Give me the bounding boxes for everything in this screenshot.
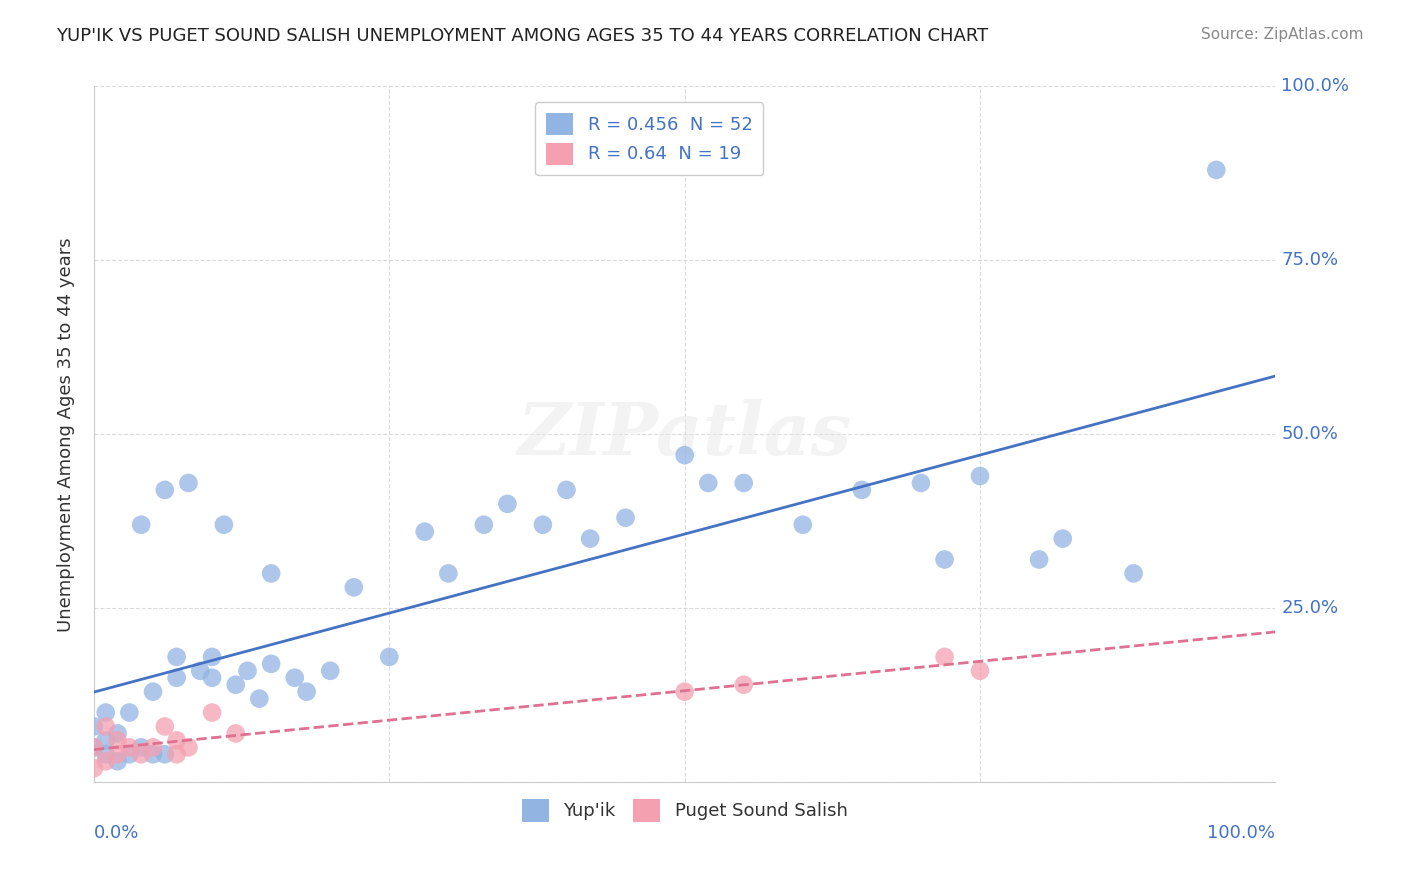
Point (969, 664, 991, 678)
Point (153, 719, 176, 733)
Point (1028, 552, 1050, 566)
Point (142, 747, 165, 762)
Point (319, 664, 342, 678)
Y-axis label: Unemployment Among Ages 35 to 44 years: Unemployment Among Ages 35 to 44 years (58, 237, 75, 632)
Text: Source: ZipAtlas.com: Source: ZipAtlas.com (1201, 27, 1364, 42)
Point (437, 566, 460, 581)
Point (236, 664, 259, 678)
Point (260, 566, 283, 581)
Point (673, 684, 696, 698)
Point (343, 580, 366, 594)
Point (225, 726, 247, 740)
Point (107, 726, 129, 740)
Point (83, 740, 105, 755)
Point (212, 517, 235, 532)
Point (129, 747, 152, 762)
Point (142, 684, 165, 698)
Text: 75.0%: 75.0% (1281, 252, 1339, 269)
Point (153, 483, 176, 497)
Point (284, 671, 307, 685)
Point (851, 483, 873, 497)
Point (177, 475, 200, 490)
Point (94, 747, 117, 762)
Point (260, 657, 283, 671)
Text: 25.0%: 25.0% (1281, 599, 1339, 617)
Point (614, 510, 637, 524)
Point (166, 747, 188, 762)
Point (153, 747, 176, 762)
Point (247, 691, 270, 706)
Point (934, 649, 956, 664)
Legend: Yup'ik, Puget Sound Salish: Yup'ik, Puget Sound Salish (515, 792, 855, 829)
Point (142, 740, 165, 755)
Point (201, 649, 224, 664)
Text: 0.0%: 0.0% (94, 824, 139, 842)
Point (1205, 162, 1227, 177)
Point (94, 706, 117, 720)
Point (673, 448, 696, 462)
Point (733, 475, 755, 490)
Point (83, 740, 105, 755)
Point (555, 483, 578, 497)
Text: 100.0%: 100.0% (1208, 824, 1275, 842)
Point (201, 706, 224, 720)
Point (1052, 532, 1074, 546)
Point (188, 664, 211, 678)
Point (107, 733, 129, 747)
Point (129, 517, 152, 532)
Point (118, 740, 141, 755)
Point (107, 747, 129, 762)
Point (94, 733, 117, 747)
Point (94, 754, 117, 768)
Point (83, 719, 105, 733)
Point (1122, 566, 1144, 581)
Point (118, 706, 141, 720)
Point (792, 517, 814, 532)
Point (201, 671, 224, 685)
Point (94, 719, 117, 733)
Point (934, 552, 956, 566)
Point (295, 684, 318, 698)
Point (697, 475, 720, 490)
Point (969, 469, 991, 483)
Text: 100.0%: 100.0% (1281, 78, 1350, 95)
Point (118, 747, 141, 762)
Point (107, 754, 129, 768)
Point (413, 524, 436, 539)
Point (177, 740, 200, 755)
Point (910, 475, 932, 490)
Point (472, 517, 495, 532)
Point (166, 733, 188, 747)
Point (129, 740, 152, 755)
Point (496, 497, 519, 511)
Point (166, 649, 188, 664)
Text: 50.0%: 50.0% (1281, 425, 1339, 443)
Point (531, 517, 554, 532)
Text: ZIPatlas: ZIPatlas (517, 399, 852, 470)
Point (166, 671, 188, 685)
Point (733, 678, 755, 692)
Point (83, 761, 105, 775)
Point (225, 678, 247, 692)
Point (579, 532, 602, 546)
Point (378, 649, 401, 664)
Text: YUP'IK VS PUGET SOUND SALISH UNEMPLOYMENT AMONG AGES 35 TO 44 YEARS CORRELATION : YUP'IK VS PUGET SOUND SALISH UNEMPLOYMEN… (56, 27, 988, 45)
